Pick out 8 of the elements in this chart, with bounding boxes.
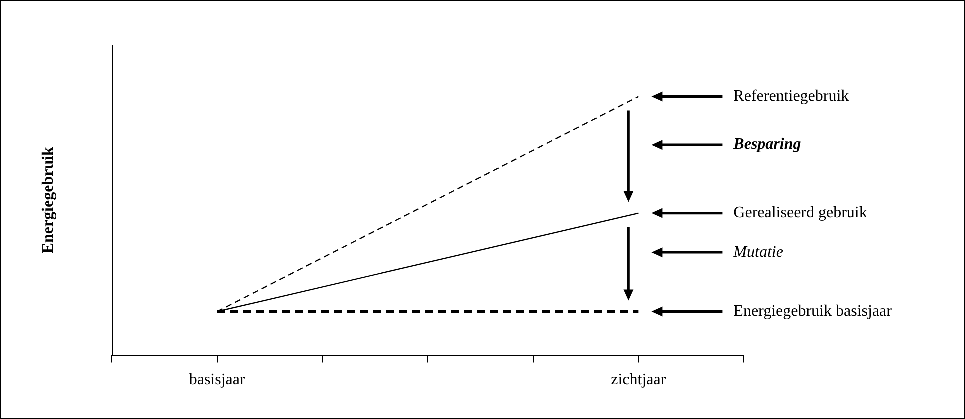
annotation: Besparing (732, 136, 802, 154)
y-axis-title: Energiegebruik (40, 146, 58, 254)
x-tick-label: zichtjaar (611, 372, 667, 389)
x-tick-label: basisjaar (189, 372, 246, 389)
annotation: Mutatie (732, 244, 784, 261)
legend-label: Referentiegebruik (734, 88, 850, 106)
legend-label: Gerealiseerd gebruik (734, 204, 868, 222)
legend-label: Energiegebruik basisjaar (734, 302, 893, 320)
